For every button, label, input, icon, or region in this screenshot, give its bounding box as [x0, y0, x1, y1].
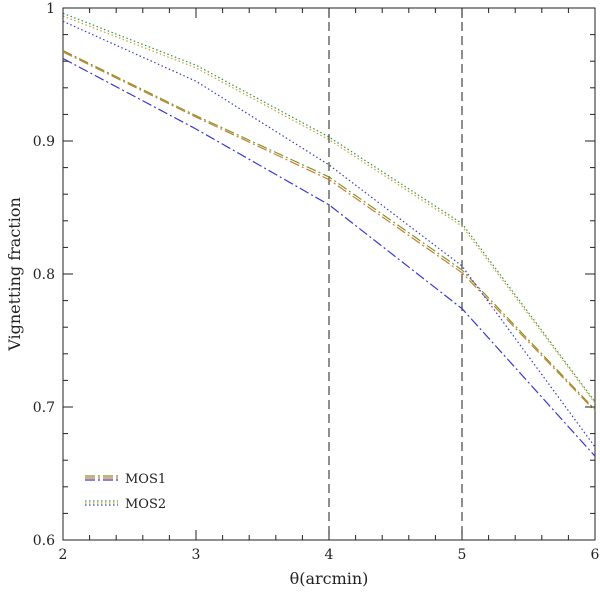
- legend: MOS1 MOS2: [85, 472, 166, 512]
- x-tick-label-2: 4: [325, 547, 334, 563]
- series-line-mos1-2: [62, 57, 596, 457]
- y-tick-label-2: 0.8: [33, 267, 55, 283]
- y-tick-label-1: 0.7: [33, 400, 55, 416]
- x-tick-label-3: 5: [458, 547, 467, 563]
- series-line-mos2-5: [62, 20, 596, 448]
- x-tick-label-0: 2: [59, 547, 68, 563]
- y-tick-label-4: 1: [46, 1, 55, 17]
- x-tick-label-1: 3: [192, 547, 201, 563]
- legend-label-mos2: MOS2: [125, 497, 166, 512]
- x-axis-title: θ(arcmin): [290, 569, 369, 588]
- x-tick-label-4: 6: [591, 547, 600, 563]
- y-tick-label-0: 0.6: [33, 533, 55, 549]
- y-tick-label-3: 0.9: [33, 134, 55, 150]
- series-line-mos1-0: [62, 50, 596, 411]
- y-axis-title: Vignetting fraction: [5, 197, 24, 352]
- legend-label-mos1: MOS1: [125, 472, 166, 487]
- series-line-mos1-1: [62, 51, 596, 412]
